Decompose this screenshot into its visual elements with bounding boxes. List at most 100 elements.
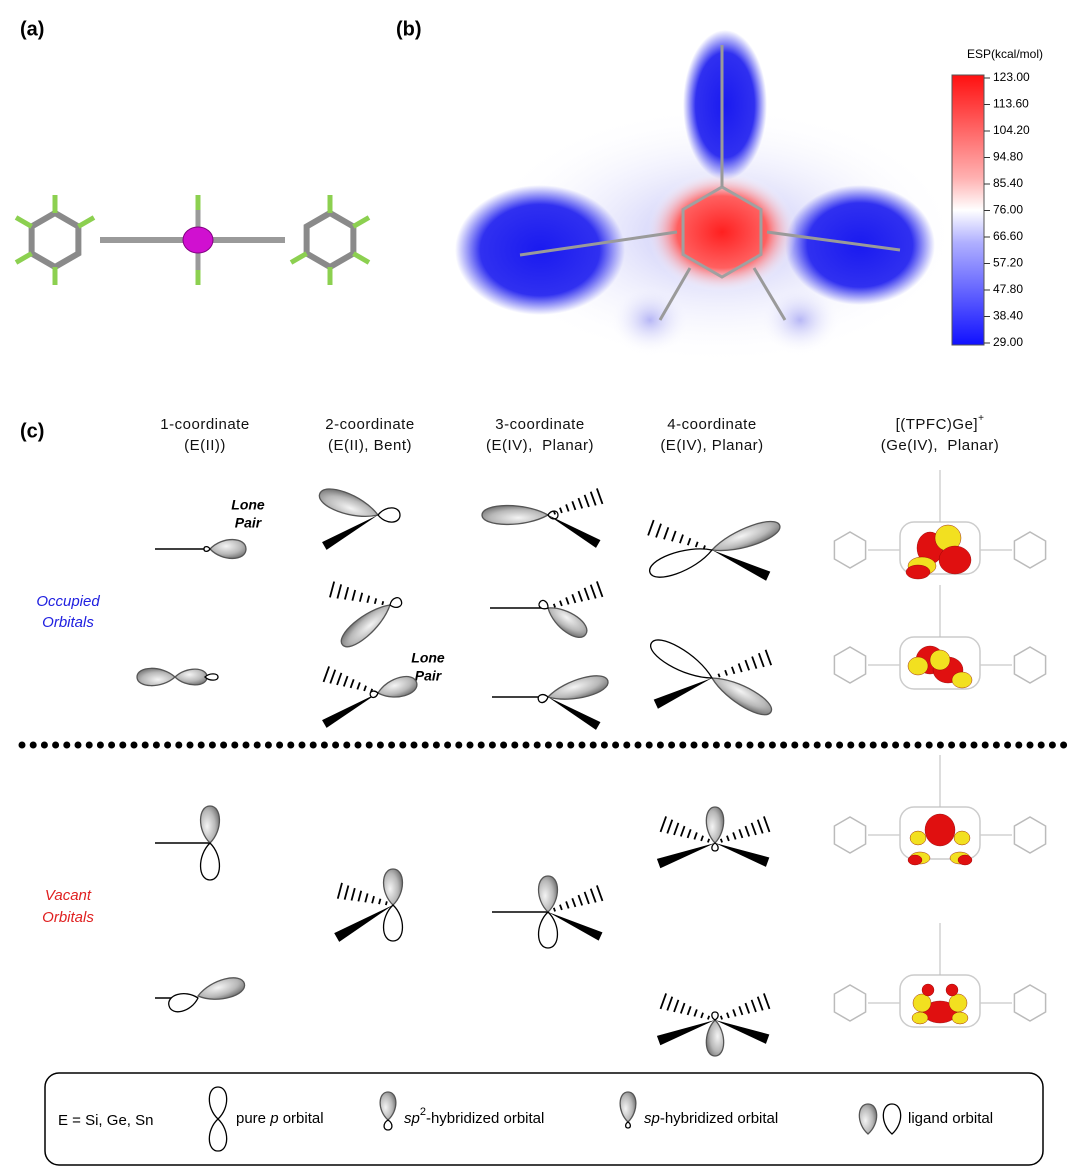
hashed-bond	[324, 666, 375, 698]
orbital-lobe	[196, 974, 247, 1005]
bond	[353, 218, 369, 227]
bond	[78, 218, 94, 227]
ligand-lobe	[626, 1122, 631, 1128]
colorbar-label: 94.80	[993, 150, 1023, 164]
tpfc-molecule	[834, 470, 1045, 579]
ligand-lobe	[204, 547, 210, 552]
hashed-bond	[661, 816, 712, 848]
isosurface	[912, 1012, 928, 1024]
legend-text: E = Si, Ge, Sn	[58, 1112, 153, 1129]
legend-part: -hybridized orbital	[660, 1110, 778, 1127]
ring	[1014, 647, 1045, 683]
column-header: 4-coordinate	[667, 416, 756, 433]
colorbar-label: 57.20	[993, 256, 1023, 270]
orbital-lobe	[137, 668, 175, 685]
isosurface	[922, 984, 934, 996]
ring	[32, 213, 79, 267]
legend-part: orbital	[279, 1110, 324, 1127]
isosurface	[952, 672, 972, 688]
orbital-lobe	[707, 670, 775, 720]
legend-part: pure	[236, 1110, 270, 1127]
annotation: Pair	[235, 515, 263, 531]
legend-part: sp	[644, 1110, 660, 1127]
legend-text: sp-hybridized orbital	[644, 1110, 778, 1127]
panel-label: (c)	[20, 420, 44, 442]
hashed-bond	[661, 993, 712, 1025]
hashed-bond	[338, 883, 389, 911]
bond	[16, 254, 32, 263]
isosurface	[908, 657, 928, 675]
row-label: Vacant	[45, 887, 92, 904]
isosurface	[906, 565, 930, 579]
colorbar-label: 38.40	[993, 309, 1023, 323]
charge: +	[978, 413, 984, 424]
colorbar-label: 104.20	[993, 123, 1030, 137]
isosurface	[910, 831, 926, 845]
hashed-bond	[719, 816, 770, 848]
isosurface	[958, 855, 972, 865]
row-label: Occupied	[36, 593, 100, 610]
column-header: (Ge(IV), Planar)	[881, 437, 1000, 454]
ring	[834, 817, 865, 853]
panel-label: (b)	[396, 18, 422, 40]
ring	[834, 532, 865, 568]
annotation: Lone	[231, 497, 265, 513]
legend-text: pure p orbital	[236, 1110, 324, 1127]
bond	[16, 218, 32, 227]
legend-part: -hybridized orbital	[426, 1110, 544, 1127]
hashed-bond	[552, 488, 603, 520]
orbital-lobe	[175, 669, 207, 685]
orbital-lobe	[539, 876, 558, 912]
ligand-lobe	[384, 905, 403, 941]
ligand-lobe	[167, 990, 200, 1015]
hashed-bond	[552, 885, 603, 917]
isosurface	[908, 855, 922, 865]
isosurface	[949, 994, 967, 1012]
hashed-bond	[330, 582, 385, 611]
molecule-side-view	[16, 195, 369, 285]
ring	[834, 647, 865, 683]
isosurface	[930, 650, 950, 670]
isosurface	[952, 1012, 968, 1024]
ligand-lobe	[205, 674, 218, 680]
column-header: (E(IV), Planar)	[486, 437, 594, 454]
column-header: (E(II), Bent)	[328, 437, 412, 454]
esp-map	[455, 30, 960, 365]
wedge-bond	[657, 838, 717, 868]
ring	[834, 985, 865, 1021]
hashed-bond	[716, 650, 771, 683]
orbital-lobe	[210, 540, 246, 559]
ring	[1014, 985, 1045, 1021]
legend-text: sp2-hybridized orbital	[404, 1106, 544, 1127]
column-header: 3-coordinate	[495, 416, 584, 433]
column-header: (E(IV), Planar)	[660, 437, 763, 454]
figure: (a) (b) (c) ESP(kcal/mol) 123.00113.6010…	[0, 0, 1070, 1169]
tpfc-molecule	[834, 755, 1045, 865]
row-label: Orbitals	[42, 909, 94, 926]
orbital-lobe	[543, 600, 592, 642]
row-label: Orbitals	[42, 614, 94, 631]
ligand-lobe	[201, 843, 220, 880]
isosurface	[954, 831, 970, 845]
colorbar-label: 123.00	[993, 70, 1030, 84]
ligand-lobe	[646, 634, 717, 687]
ligand-lobe	[712, 1012, 718, 1020]
orbital-lobe	[706, 1020, 723, 1056]
panel-label: (a)	[20, 18, 44, 40]
isosurface	[925, 814, 955, 846]
orbital-lobe	[201, 806, 220, 843]
column-header: [(TPFC)Ge]+	[896, 413, 985, 433]
colorbar-title: ESP(kcal/mol)	[967, 47, 1043, 61]
annotation: Lone	[411, 650, 445, 666]
orbital-lobe	[336, 598, 396, 652]
ring	[307, 213, 354, 267]
legend-part: sp	[404, 1110, 420, 1127]
column-header: (E(II))	[184, 437, 226, 454]
wedge-bond	[654, 673, 714, 708]
bond	[291, 254, 307, 263]
orbital-lobe	[384, 869, 403, 905]
colorbar	[952, 75, 984, 345]
hashed-bond	[719, 993, 770, 1025]
isosurface	[913, 994, 931, 1012]
column-header: 1-coordinate	[160, 416, 249, 433]
